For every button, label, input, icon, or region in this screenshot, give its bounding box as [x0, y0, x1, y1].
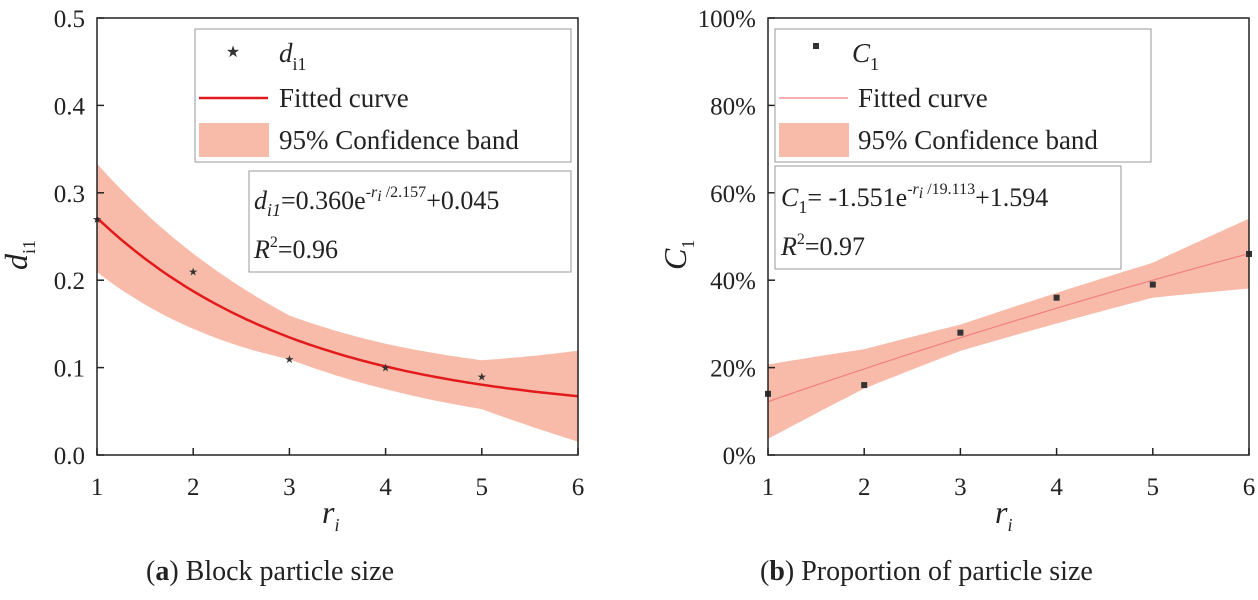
- panel-b-data-point: [1149, 281, 1156, 288]
- panel-b-equation-frame: [774, 165, 1122, 270]
- panel-b-legend-fit-label: Fitted curve: [858, 83, 988, 113]
- panel-a-caption: (a) Block particle size: [146, 556, 395, 587]
- panel-b-x-tick-label: 4: [1050, 474, 1063, 501]
- panel-a-x-tick-label: 5: [476, 474, 489, 501]
- panel-b-y-label: C1: [657, 240, 698, 270]
- panel-b-y-tick-label: 0%: [723, 443, 756, 470]
- panel-a-data-point: ★: [284, 354, 294, 366]
- panel-a-x-tick-label: 3: [283, 474, 296, 501]
- panel-b-y-tick-label: 20%: [710, 356, 756, 383]
- panel-a-x-tick-label: 4: [379, 474, 392, 501]
- panel-a-y-tick-label: 0.4: [54, 93, 86, 120]
- panel-a-equation: di1=0.360e-ri /2.157+0.045: [254, 184, 499, 220]
- panel-a-y-tick-label: 0.0: [54, 443, 85, 470]
- panel-a-x-tick-label: 1: [91, 474, 104, 501]
- panel-b-data-point: [957, 329, 964, 336]
- panel-b-legend-marker: [813, 43, 819, 49]
- panel-b: 1 2 3 4 5 6 0% 20% 40% 60% 80% 100% ri C1 C1 Fitte…: [657, 6, 1255, 535]
- panel-b-confidence-band: [768, 218, 1249, 439]
- panel-b-legend-points-label: C1: [852, 38, 879, 74]
- panel-b-r-squared: R2=0.97: [780, 231, 865, 261]
- panel-b-data-point: [861, 382, 868, 389]
- panel-b-caption: (b) Proportion of particle size: [760, 556, 1093, 587]
- panel-b-x-tick-label: 6: [1243, 474, 1256, 501]
- panel-a-confidence-band: [97, 163, 578, 442]
- panel-b-fitted-curve: [768, 253, 1249, 403]
- panel-a-legend-band-label: 95% Confidence band: [279, 125, 519, 155]
- panel-b-x-axis: 1 2 3 4 5 6: [762, 448, 1256, 501]
- panel-b-y-tick-label: 100%: [698, 6, 756, 33]
- panel-a-x-label: ri: [322, 494, 339, 535]
- panel-b-y-tick-label: 80%: [710, 93, 756, 120]
- panel-a-y-tick-label: 0.5: [54, 6, 85, 33]
- panel-b-equation: C1= -1.551e-ri /19.113+1.594: [781, 181, 1048, 217]
- panel-b-x-tick-label: 1: [762, 474, 775, 501]
- panel-a-plot-frame: [96, 17, 579, 456]
- panel-b-equation-box: C1= -1.551e-ri /19.113+1.594 R2=0.97: [774, 165, 1122, 270]
- panel-a-y-tick-label: 0.3: [54, 181, 85, 208]
- panel-a-equation-box: di1=0.360e-ri /2.157+0.045 R2=0.96: [248, 170, 572, 273]
- panel-b-legend: C1 Fitted curve 95% Confidence band: [774, 28, 1152, 163]
- panel-b-x-label: ri: [995, 494, 1012, 535]
- panel-a-y-tick-label: 0.2: [54, 268, 85, 295]
- panel-a-x-tick-label: 2: [187, 474, 200, 501]
- panel-a: ★ ★ ★ ★ ★ 1 2 3 4 5 6 0.0 0.1 0.2 0.3 0.4 0.5 ri di1 ★…: [0, 6, 584, 535]
- panel-a-x-axis: 1 2 3 4 5 6: [91, 448, 585, 501]
- panel-a-legend-band-swatch: [199, 123, 269, 157]
- panel-a-legend-box: [194, 28, 572, 163]
- panel-b-y-tick-label: 60%: [710, 181, 756, 208]
- panel-a-equation-frame: [248, 170, 572, 273]
- panel-a-data-point: ★: [188, 266, 198, 278]
- panel-b-x-tick-label: 2: [858, 474, 871, 501]
- panel-a-legend-fit-label: Fitted curve: [279, 83, 409, 113]
- panel-b-plot-frame: [767, 17, 1250, 456]
- panel-b-data-point: [1053, 294, 1060, 301]
- panel-a-x-tick-label: 6: [572, 474, 585, 501]
- panel-a-legend-marker: ★: [226, 44, 240, 61]
- panel-b-x-tick-label: 5: [1147, 474, 1160, 501]
- panel-b-y-tick-label: 40%: [710, 268, 756, 295]
- panel-a-data-point: ★: [381, 363, 391, 375]
- panel-a-r-squared: R2=0.96: [253, 234, 338, 264]
- panel-a-y-tick-label: 0.1: [54, 356, 85, 383]
- panel-a-fitted-curve: [97, 216, 578, 398]
- panel-b-y-axis: 0% 20% 40% 60% 80% 100%: [698, 6, 775, 470]
- panel-b-x-tick-label: 3: [954, 474, 967, 501]
- panel-a-legend-points-label: di1: [279, 38, 307, 74]
- panel-a-y-label: di1: [0, 240, 39, 270]
- panel-a-y-axis: 0.0 0.1 0.2 0.3 0.4 0.5: [54, 6, 104, 470]
- panel-a-legend: ★ di1 Fitted curve 95% Confidence band: [194, 28, 572, 163]
- panel-b-legend-band-label: 95% Confidence band: [858, 125, 1098, 155]
- panel-b-legend-band-swatch: [779, 123, 849, 157]
- panel-a-data-point: ★: [477, 371, 487, 383]
